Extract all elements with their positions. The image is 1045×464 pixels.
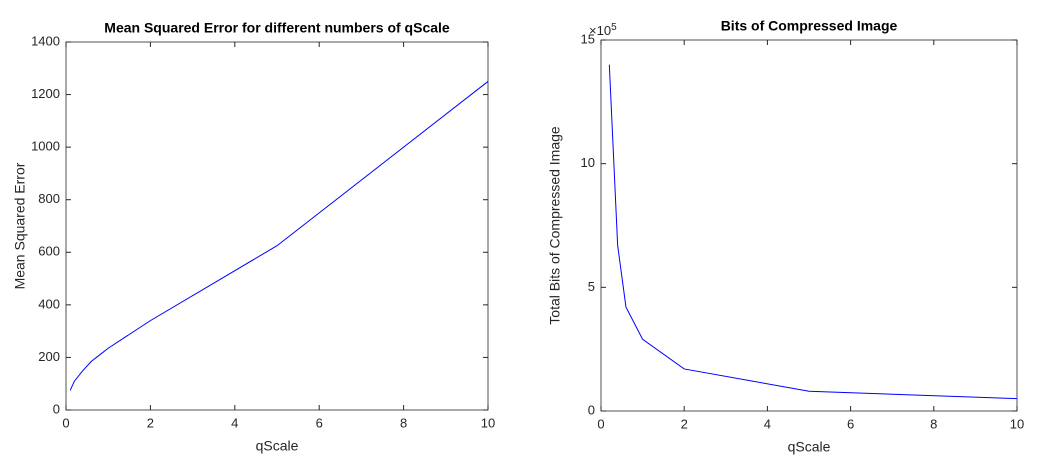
- y-axis-label: Mean Squared Error: [12, 162, 28, 289]
- y-tick-label: 1200: [31, 86, 60, 101]
- y-tick-label: 1400: [31, 33, 60, 48]
- multiplier-base: ×10: [589, 23, 611, 38]
- y-tick-label: 15: [581, 31, 595, 46]
- multiplier-exponent: 5: [611, 22, 617, 33]
- y-tick-label: 400: [38, 296, 60, 311]
- y-tick-label: 200: [38, 349, 60, 364]
- y-tick-label: 5: [588, 279, 595, 294]
- x-axis-label: qScale: [256, 438, 299, 454]
- x-tick-label: 4: [764, 416, 771, 431]
- x-tick-label: 10: [481, 415, 495, 430]
- y-axis-label: Total Bits of Compressed Image: [547, 126, 563, 325]
- x-tick-label: 0: [62, 415, 69, 430]
- x-tick-label: 0: [597, 416, 604, 431]
- x-axis-label: qScale: [788, 439, 831, 455]
- chart-title: Bits of Compressed Image: [721, 18, 898, 34]
- axes-box: [600, 39, 1018, 412]
- y-tick-label: 0: [588, 402, 595, 417]
- x-tick-label: 4: [231, 415, 238, 430]
- y-tick-label: 10: [581, 155, 595, 170]
- y-tick-label: 800: [38, 191, 60, 206]
- y-tick-label: 1000: [31, 139, 60, 154]
- chart-title: Mean Squared Error for different numbers…: [104, 20, 450, 36]
- data-line: [69, 81, 489, 391]
- x-tick-label: 6: [847, 416, 854, 431]
- x-tick-label: 2: [147, 415, 154, 430]
- y-tick-label: 600: [38, 244, 60, 259]
- x-tick-label: 6: [316, 415, 323, 430]
- x-tick-label: 10: [1010, 416, 1024, 431]
- data-line: [608, 64, 1018, 400]
- axes-box: [65, 41, 489, 411]
- x-tick-label: 2: [681, 416, 688, 431]
- x-tick-label: 8: [930, 416, 937, 431]
- y-multiplier: ×105: [589, 22, 617, 39]
- x-tick-label: 8: [400, 415, 407, 430]
- y-tick-label: 0: [53, 401, 60, 416]
